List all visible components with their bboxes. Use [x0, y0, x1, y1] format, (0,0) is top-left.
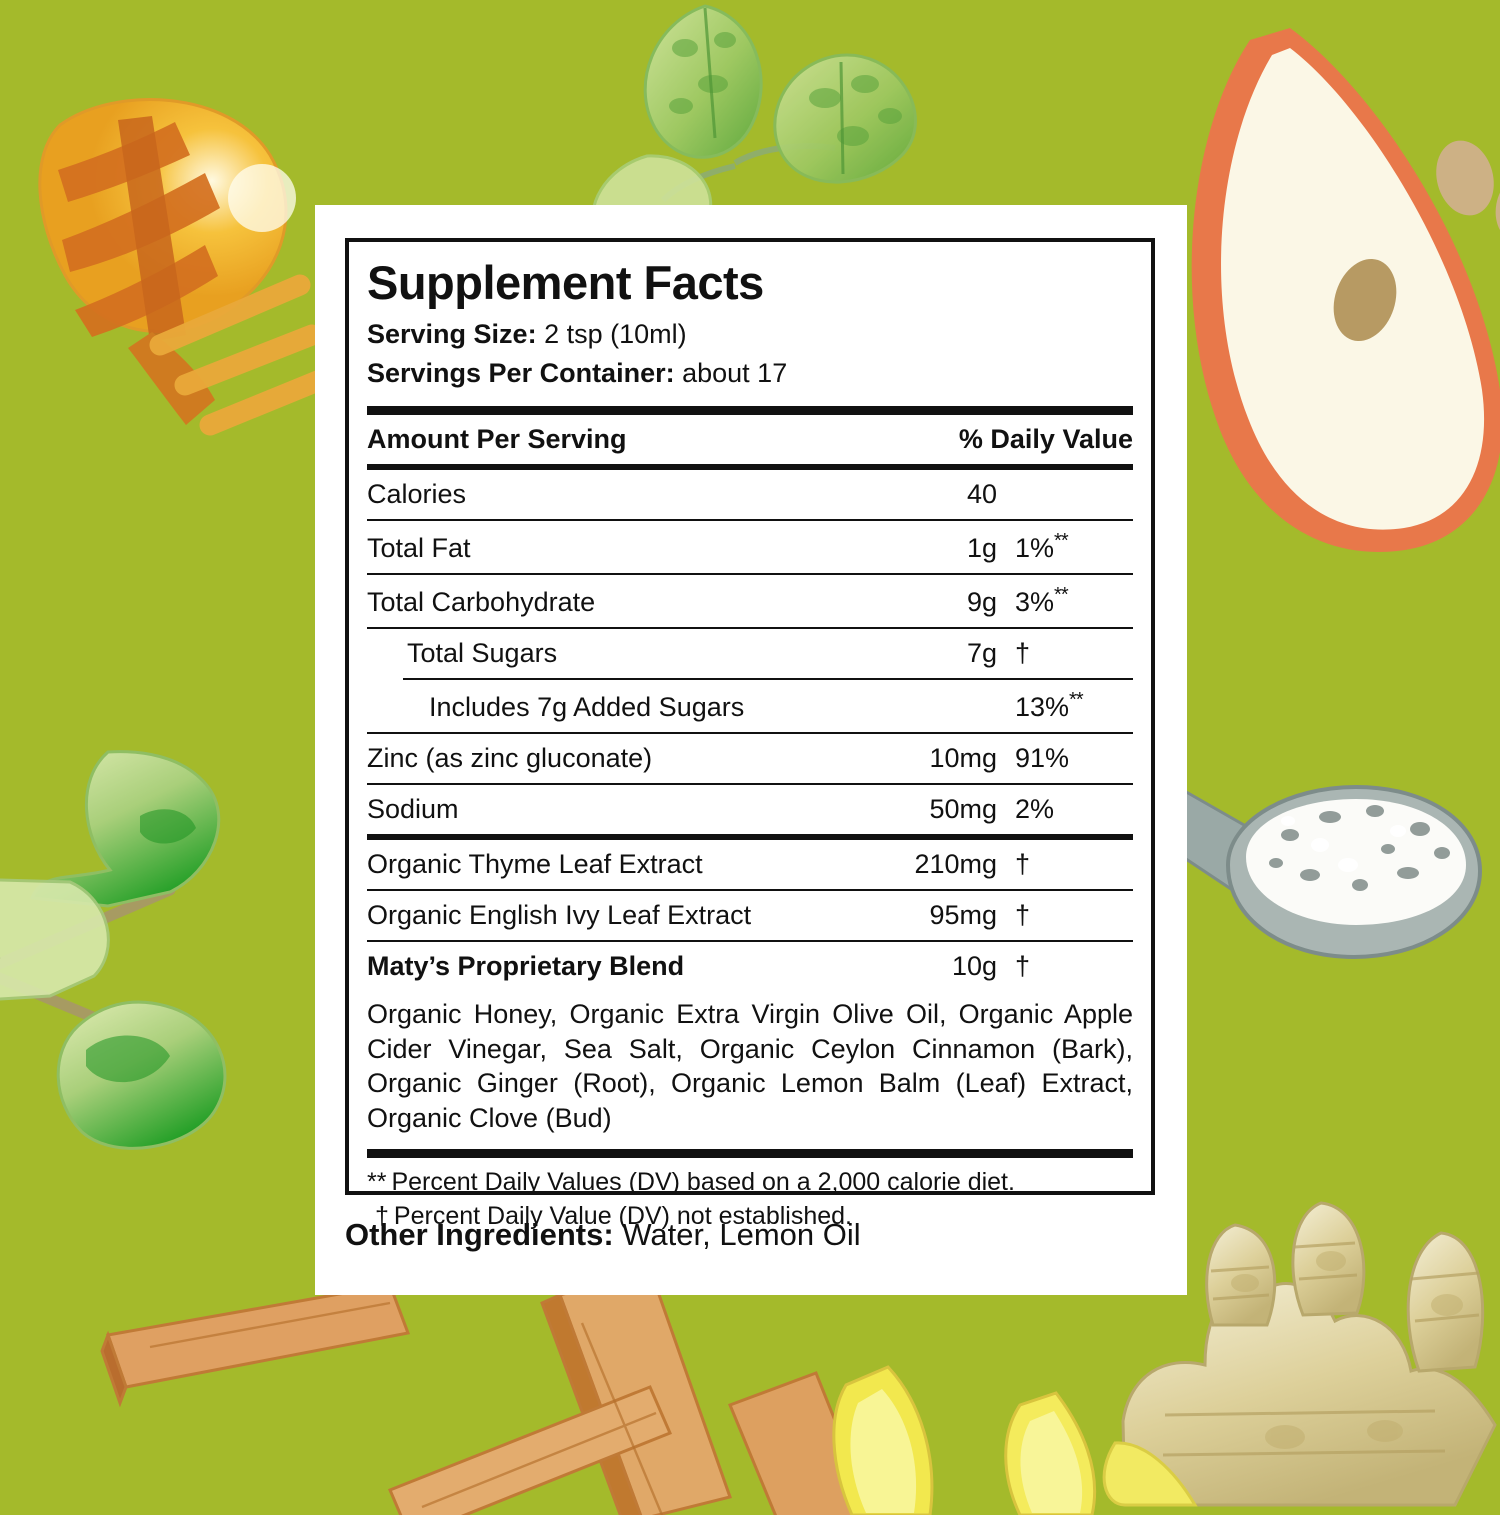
- panel-title: Supplement Facts: [367, 256, 764, 309]
- row-name: Organic Thyme Leaf Extract: [367, 849, 703, 879]
- row-divider: [367, 678, 1133, 680]
- servings-per-container-label: Servings Per Container:: [367, 357, 675, 388]
- table-row: Organic Thyme Leaf Extract 210mg †: [367, 840, 1133, 889]
- row-dv-footnote-marker: **: [1069, 689, 1084, 711]
- honey-dipper-illustration: [0, 80, 340, 440]
- table-row: Total Carbohydrate 9g 3%**: [367, 575, 1133, 627]
- row-divider: [367, 519, 1133, 521]
- nutrition-table: Amount Per Serving % Daily Value: [367, 415, 1133, 464]
- divider: [367, 889, 1133, 891]
- row-amount: 10mg: [929, 743, 997, 773]
- row-amount: 210mg: [914, 849, 997, 879]
- row-amount: [837, 680, 1015, 732]
- divider-thick-bottom: [367, 1149, 1133, 1159]
- serving-size-label: Serving Size:: [367, 319, 537, 350]
- mint-leaves-illustration: [585, 0, 975, 236]
- row-daily-value: 3%**: [1015, 584, 1069, 617]
- divider: [367, 573, 1133, 575]
- divider: [403, 678, 1133, 680]
- footnotes: ** Percent Daily Values (DV) based on a …: [349, 1166, 1151, 1233]
- other-ingredients-value: Water, Lemon Oil: [622, 1217, 861, 1252]
- row-amount: 50mg: [929, 794, 997, 824]
- amount-per-serving-header: Amount Per Serving: [367, 424, 627, 454]
- row-amount: 40: [966, 479, 997, 509]
- row-daily-value: †: [1015, 951, 1031, 981]
- row-divider: [367, 732, 1133, 734]
- row-name: Includes 7g Added Sugars: [429, 692, 745, 722]
- cinnamon-sticks-illustration: [90, 1267, 875, 1515]
- row-divider: [367, 573, 1133, 575]
- row-name: Organic English Ivy Leaf Extract: [367, 900, 752, 930]
- table-header-row: Amount Per Serving % Daily Value: [367, 415, 1133, 464]
- divider-thick-mid: [367, 464, 1133, 470]
- row-name: Calories: [367, 479, 467, 509]
- divider: [367, 940, 1133, 942]
- row-amount: 9g: [966, 587, 997, 617]
- divider: [367, 519, 1133, 521]
- serving-size-line: Serving Size: 2 tsp (10ml): [367, 315, 1133, 353]
- divider: [367, 783, 1133, 785]
- row-daily-value: 13%**: [1015, 689, 1084, 722]
- servings-per-container-line: Servings Per Container: about 17: [367, 354, 1133, 392]
- row-dv-footnote-marker: **: [1054, 530, 1069, 552]
- supplement-facts-card: Supplement Facts Serving Size: 2 tsp (10…: [315, 205, 1187, 1295]
- table-row: Total Sugars 7g †: [367, 629, 1133, 678]
- row-dv-footnote-marker: **: [1054, 584, 1069, 606]
- table-row: Calories 40: [367, 470, 1133, 519]
- row-name: Sodium: [367, 794, 459, 824]
- other-ingredients: Other Ingredients: Water, Lemon Oil: [345, 1217, 1155, 1253]
- row-daily-value: †: [1015, 900, 1031, 930]
- supplement-facts-panel: Supplement Facts Serving Size: 2 tsp (10…: [345, 238, 1155, 1230]
- row-name: Total Carbohydrate: [367, 587, 596, 617]
- row-amount: 1g: [966, 533, 997, 563]
- salt-spoon-illustration: [1148, 725, 1500, 1025]
- table-row: Maty’s Proprietary Blend 10g †: [367, 942, 1133, 991]
- row-divider: [367, 940, 1133, 942]
- row-name: Maty’s Proprietary Blend: [367, 951, 685, 981]
- nutrition-rows: Calories 40 Total Fat 1g 1%** Total Carbohydr…: [367, 470, 1133, 991]
- footnote-percent-dv: ** Percent Daily Values (DV) based on a …: [367, 1168, 1015, 1197]
- row-daily-value: †: [1015, 638, 1031, 668]
- row-amount: 7g: [966, 638, 997, 668]
- other-ingredients-label: Other Ingredients:: [345, 1217, 614, 1252]
- row-amount: 95mg: [929, 900, 997, 930]
- divider: [367, 627, 1133, 629]
- table-row: Organic English Ivy Leaf Extract 95mg †: [367, 891, 1133, 940]
- row-daily-value: 1%**: [1015, 530, 1069, 563]
- ginger-root-illustration: [1102, 1175, 1500, 1507]
- proprietary-blend-ingredients: Organic Honey, Organic Extra Virgin Oliv…: [367, 999, 1133, 1133]
- table-row: Sodium 50mg 2%: [367, 785, 1133, 834]
- divider: [367, 834, 1133, 840]
- table-row: Zinc (as zinc gluconate) 10mg 91%: [367, 734, 1133, 783]
- row-divider: [367, 889, 1133, 891]
- footnote-dagger: † Percent Daily Value (DV) not establish…: [375, 1201, 853, 1230]
- row-divider: [367, 627, 1133, 629]
- row-daily-value: 2%: [1015, 794, 1055, 824]
- lemon-wedges-illustration: [810, 1345, 1140, 1515]
- apple-slice-illustration: [1160, 10, 1500, 570]
- divider-thick-top: [367, 406, 1133, 415]
- row-daily-value: 91%: [1015, 743, 1070, 773]
- english-ivy-illustration: [0, 720, 320, 1150]
- row-divider: [367, 834, 1133, 840]
- row-divider: [367, 783, 1133, 785]
- row-name: Zinc (as zinc gluconate): [367, 743, 653, 773]
- servings-per-container-value: about 17: [682, 357, 788, 388]
- table-row: Total Fat 1g 1%**: [367, 521, 1133, 573]
- serving-size-value: 2 tsp (10ml): [544, 319, 687, 350]
- row-amount: 10g: [951, 951, 997, 981]
- row-name: Total Sugars: [407, 638, 558, 668]
- row-daily-value: †: [1015, 849, 1031, 879]
- row-name: Total Fat: [367, 533, 471, 563]
- row-daily-value: [1015, 470, 1133, 519]
- table-row: Includes 7g Added Sugars 13%**: [367, 680, 1133, 732]
- daily-value-header: % Daily Value: [958, 424, 1133, 454]
- divider: [367, 732, 1133, 734]
